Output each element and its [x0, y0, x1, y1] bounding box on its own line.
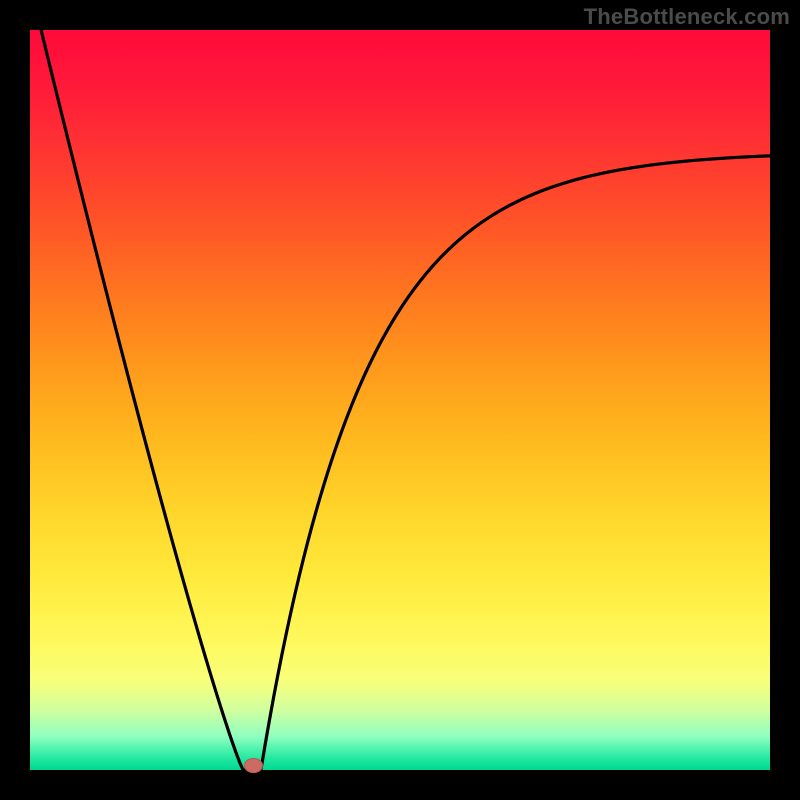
optimum-marker — [244, 759, 262, 773]
chart-container: TheBottleneck.com — [0, 0, 800, 800]
watermark-text: TheBottleneck.com — [584, 4, 790, 30]
plot-background — [30, 30, 770, 770]
chart-svg — [0, 0, 800, 800]
